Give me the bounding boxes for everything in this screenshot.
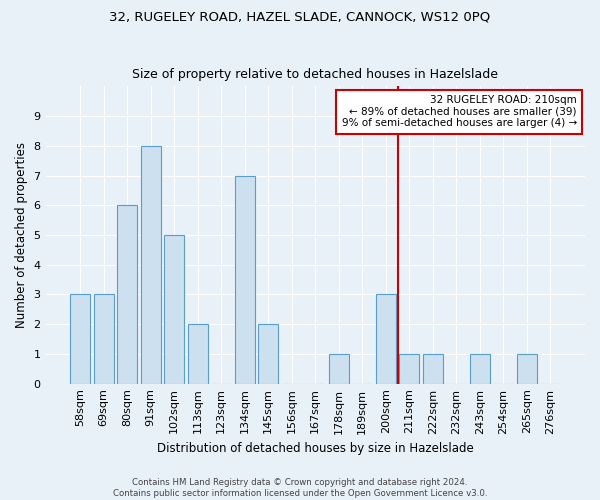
Bar [235,176,255,384]
X-axis label: Distribution of detached houses by size in Hazelslade: Distribution of detached houses by size … [157,442,473,455]
Bar [470,354,490,384]
Bar [140,146,161,384]
Bar [517,354,537,384]
Bar [117,206,137,384]
Bar [329,354,349,384]
Bar [376,294,396,384]
Title: Size of property relative to detached houses in Hazelslade: Size of property relative to detached ho… [132,68,498,81]
Bar [400,354,419,384]
Text: 32, RUGELEY ROAD, HAZEL SLADE, CANNOCK, WS12 0PQ: 32, RUGELEY ROAD, HAZEL SLADE, CANNOCK, … [109,10,491,23]
Y-axis label: Number of detached properties: Number of detached properties [15,142,28,328]
Bar [258,324,278,384]
Text: Contains HM Land Registry data © Crown copyright and database right 2024.
Contai: Contains HM Land Registry data © Crown c… [113,478,487,498]
Bar [423,354,443,384]
Bar [164,235,184,384]
Text: 32 RUGELEY ROAD: 210sqm
← 89% of detached houses are smaller (39)
9% of semi-det: 32 RUGELEY ROAD: 210sqm ← 89% of detache… [341,96,577,128]
Bar [70,294,90,384]
Bar [94,294,113,384]
Bar [188,324,208,384]
